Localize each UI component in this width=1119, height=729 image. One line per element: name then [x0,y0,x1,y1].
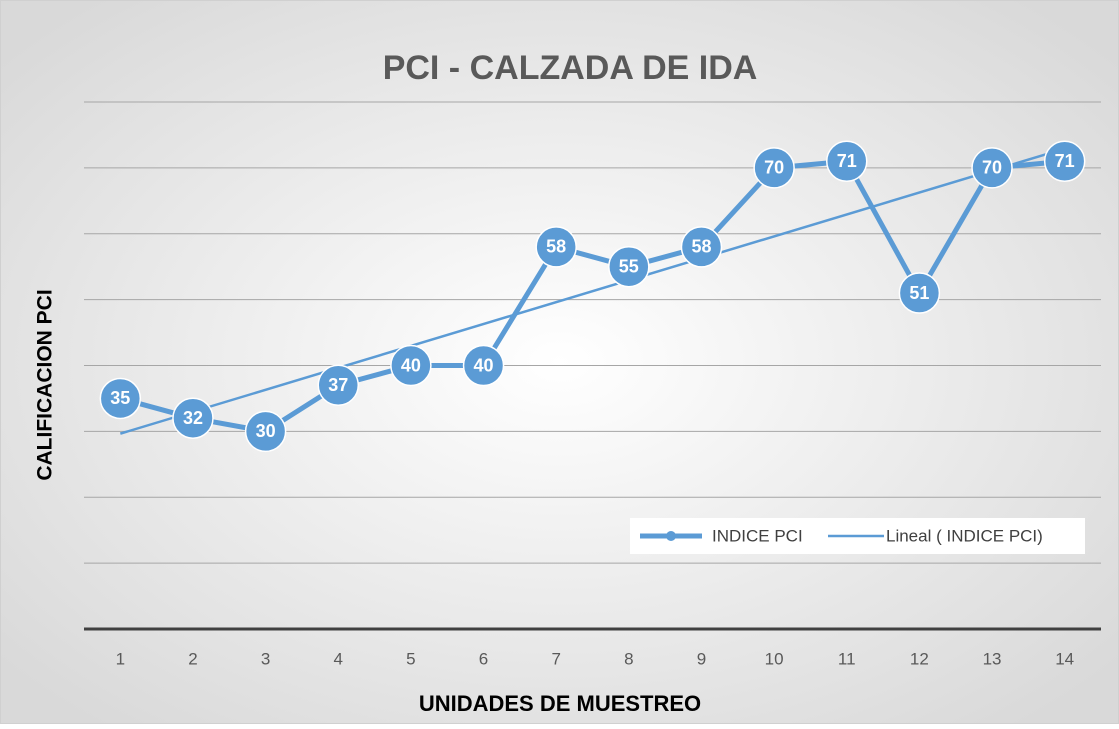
legend-label: INDICE PCI [712,526,803,545]
x-axis-label: UNIDADES DE MUESTREO [419,691,701,716]
x-tick-label: 14 [1055,649,1074,668]
data-point [462,344,505,387]
data-point [99,377,142,420]
x-tick-label: 9 [697,649,706,668]
data-label: 58 [691,237,711,257]
x-tick-label: 8 [624,649,633,668]
chart-title: PCI - CALZADA DE IDA [383,49,758,87]
data-label: 71 [1055,151,1075,171]
x-tick-label: 12 [910,649,929,668]
data-label: 58 [546,237,566,257]
data-point [971,147,1013,189]
x-tick-label: 11 [838,649,856,668]
data-point [317,364,359,407]
x-tick-label: 13 [983,649,1002,668]
data-label: 30 [256,421,276,441]
x-tick-label: 1 [116,649,125,668]
data-label: 37 [328,375,348,395]
data-label: 35 [110,388,130,408]
data-point [535,226,577,268]
data-point [1043,140,1086,183]
data-point [244,410,287,453]
data-label: 70 [982,158,1002,178]
data-label: 70 [764,158,784,178]
data-label: 55 [619,256,639,276]
data-label: 40 [474,355,494,375]
x-tick-label: 10 [765,649,784,668]
legend-label: Lineal ( INDICE PCI) [886,526,1043,545]
data-point [172,397,214,439]
trendline [119,147,1066,435]
data-label: 51 [909,283,929,303]
data-point [826,140,868,183]
data-label: 32 [183,408,203,428]
data-point [680,226,723,268]
data-point [898,272,941,314]
data-point [753,147,795,189]
data-label: 71 [837,151,857,171]
x-tick-label: 5 [406,649,415,668]
data-label: 40 [401,355,421,375]
data-point [390,344,432,387]
x-tick-label: 6 [479,649,488,668]
x-tick-label: 4 [334,649,343,668]
x-tick-label: 2 [188,649,197,668]
x-tick-label: 3 [261,649,270,668]
x-tick-label: 7 [551,649,560,668]
y-axis-label: CALIFICACION PCI [34,289,57,480]
data-point [608,245,650,288]
legend-marker [666,531,676,541]
